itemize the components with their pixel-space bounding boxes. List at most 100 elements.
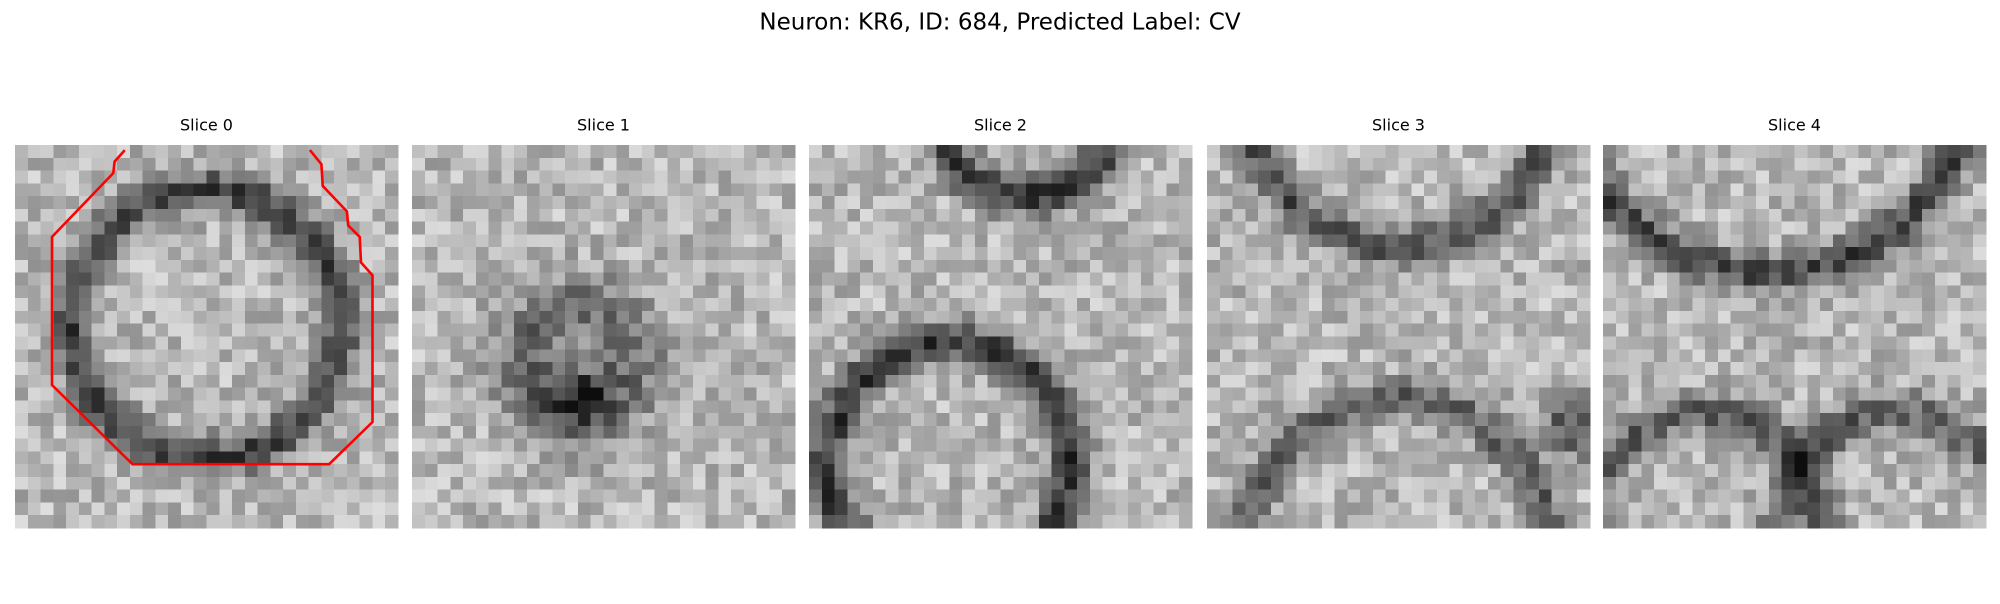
pixel: [1372, 502, 1387, 516]
pixel: [949, 349, 963, 363]
pixel: [1641, 145, 1655, 159]
pixel: [1321, 208, 1336, 222]
pixel: [539, 438, 553, 452]
pixel: [1077, 425, 1091, 440]
pixel: [1564, 221, 1578, 235]
pixel: [1615, 374, 1629, 388]
pixel: [321, 157, 335, 171]
pixel: [1513, 183, 1527, 197]
pixel: [463, 425, 477, 440]
pixel: [1051, 374, 1065, 388]
pixel: [117, 310, 131, 325]
pixel: [782, 259, 796, 274]
pixel: [142, 451, 156, 465]
pixel: [372, 234, 386, 248]
pixel: [180, 272, 195, 286]
pixel: [346, 349, 361, 363]
pixel: [1411, 502, 1425, 516]
pixel: [1153, 336, 1167, 350]
pixel: [641, 259, 655, 274]
pixel: [1973, 208, 1987, 222]
pixel: [949, 451, 963, 465]
pixel: [219, 489, 233, 503]
pixel: [142, 285, 156, 299]
pixel: [142, 464, 156, 478]
pixel: [1013, 438, 1027, 452]
pixel: [834, 451, 848, 465]
pixel: [1615, 451, 1629, 465]
pixel: [1309, 208, 1323, 222]
pixel: [40, 515, 54, 529]
pixel: [1347, 349, 1361, 363]
pixel: [1013, 374, 1027, 388]
pixel: [359, 310, 373, 325]
pixel: [1641, 259, 1655, 274]
pixel: [1730, 170, 1744, 184]
pixel: [1372, 362, 1387, 376]
pixel: [1309, 310, 1323, 325]
pixel: [1309, 221, 1323, 235]
pixel: [1756, 234, 1770, 248]
pixel: [1603, 272, 1617, 286]
pixel: [1077, 208, 1091, 222]
pixel: [321, 272, 335, 286]
pixel: [911, 515, 925, 529]
pixel: [219, 515, 233, 529]
pixel: [15, 323, 29, 337]
pixel: [488, 464, 502, 478]
pixel: [1115, 247, 1129, 261]
pixel: [577, 425, 592, 440]
pixel: [475, 157, 489, 171]
pixel: [1577, 157, 1591, 171]
pixel: [1845, 374, 1859, 388]
pixel: [1730, 413, 1744, 427]
pixel: [1115, 387, 1129, 401]
pixel: [1283, 259, 1297, 274]
pixel: [412, 489, 426, 503]
pixel: [1768, 259, 1783, 274]
pixel: [1705, 502, 1719, 516]
pixel: [911, 247, 925, 261]
pixel: [1564, 247, 1578, 261]
pixel: [1102, 170, 1116, 184]
pixel: [1551, 336, 1565, 350]
pixel: [206, 387, 220, 401]
pixel: [346, 336, 361, 350]
pixel: [1768, 489, 1783, 503]
pixel: [168, 413, 182, 427]
pixel: [936, 196, 950, 210]
pixel: [1730, 183, 1744, 197]
pixel: [809, 310, 823, 325]
pixel: [321, 476, 335, 491]
pixel: [1347, 515, 1361, 529]
pixel: [193, 183, 207, 197]
pixel: [1449, 387, 1463, 401]
pixel: [219, 272, 233, 286]
pixel: [1628, 183, 1642, 197]
pixel: [1347, 425, 1361, 440]
pixel: [142, 310, 156, 325]
pixel: [936, 157, 950, 171]
pixel: [705, 298, 719, 312]
pixel: [1166, 489, 1180, 503]
pixel: [1934, 196, 1949, 210]
pixel: [603, 221, 617, 235]
pixel: [756, 489, 770, 503]
pixel: [1513, 208, 1527, 222]
pixel: [1960, 234, 1974, 248]
pixel: [1654, 221, 1668, 235]
pixel: [1321, 259, 1336, 274]
pixel: [923, 170, 938, 184]
pixel: [1000, 285, 1014, 299]
pixel: [987, 221, 1001, 235]
pixel: [1321, 323, 1336, 337]
pixel: [1807, 196, 1821, 210]
pixel: [1628, 349, 1642, 363]
pixel: [193, 438, 207, 452]
pixel: [1219, 413, 1233, 427]
pixel: [1128, 310, 1142, 325]
pixel: [526, 208, 541, 222]
pixel: [1564, 464, 1578, 478]
pixel: [616, 400, 630, 414]
pixel: [680, 336, 694, 350]
